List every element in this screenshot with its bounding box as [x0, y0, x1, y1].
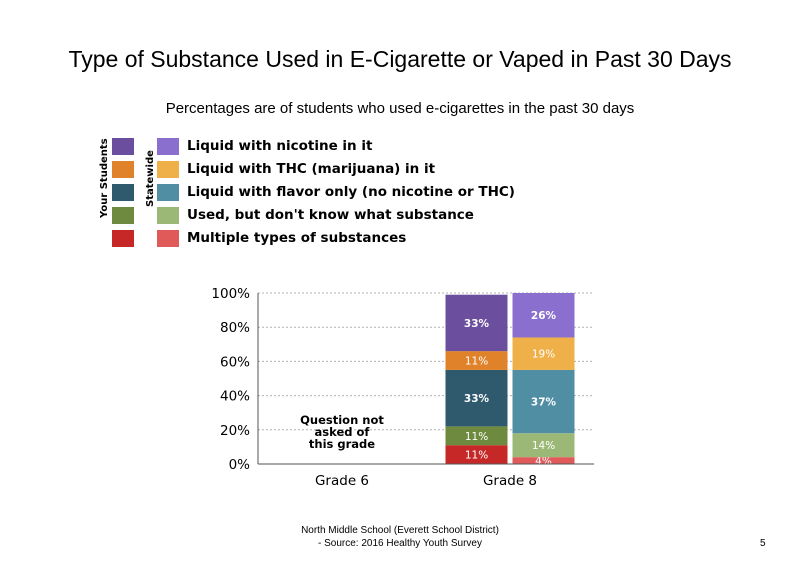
- page-number: 5: [760, 538, 766, 549]
- bar-data-label: 4%: [535, 456, 552, 468]
- bar-data-label: 11%: [465, 431, 488, 443]
- x-tick-label: Grade 8: [483, 473, 537, 489]
- legend-swatch-statewide: [157, 184, 179, 201]
- footer: North Middle School (Everett School Dist…: [200, 524, 600, 550]
- legend-item-label: Liquid with THC (marijuana) in it: [187, 161, 436, 177]
- no-data-note: Question not asked of this grade: [300, 413, 384, 451]
- bar-data-label: 19%: [532, 349, 555, 361]
- bar-data-label: 33%: [464, 393, 490, 405]
- legend-item-label: Multiple types of substances: [187, 230, 407, 246]
- legend-swatch-your-students: [112, 138, 134, 155]
- legend-swatch-statewide: [157, 230, 179, 247]
- y-tick-label: 0%: [229, 457, 251, 473]
- chart-title: Type of Substance Used in E-Cigarette or…: [68, 46, 732, 72]
- bar-segment: [445, 351, 508, 370]
- bar-segment: [445, 445, 508, 464]
- x-tick-label: Grade 6: [315, 473, 369, 489]
- footer-school: North Middle School (Everett School Dist…: [301, 525, 499, 536]
- bar-data-label: 14%: [532, 440, 555, 452]
- y-tick-label: 60%: [220, 354, 250, 370]
- bar-segment: [512, 433, 575, 458]
- bar-segment: [445, 426, 508, 446]
- bar-segment: [512, 369, 575, 434]
- legend-swatch-statewide: [157, 161, 179, 178]
- legend-swatch-your-students: [112, 230, 134, 247]
- y-tick-label: 20%: [220, 423, 250, 439]
- y-tick-label: 100%: [211, 286, 250, 302]
- bar-segment: [445, 294, 508, 352]
- bar-segment: [445, 369, 508, 427]
- legend-swatch-statewide: [157, 207, 179, 224]
- bar-data-label: 33%: [464, 318, 490, 330]
- bar-segment: [512, 337, 575, 370]
- bar-data-label: 11%: [465, 356, 488, 368]
- legend-swatch-your-students: [112, 207, 134, 224]
- y-tick-label: 40%: [220, 389, 250, 405]
- legend-item-label: Used, but don't know what substance: [187, 207, 474, 223]
- bar-segment: [512, 457, 575, 464]
- bar-data-label: 26%: [531, 310, 557, 322]
- bar-segment: [512, 293, 575, 338]
- chart-subtitle: Percentages are of students who used e-c…: [165, 100, 635, 117]
- footer-source: - Source: 2016 Healthy Youth Survey: [318, 538, 482, 549]
- legend-item-label: Liquid with flavor only (no nicotine or …: [187, 184, 515, 200]
- y-tick-label: 80%: [220, 320, 250, 336]
- legend-swatch-statewide: [157, 138, 179, 155]
- legend-item-label: Liquid with nicotine in it: [187, 138, 373, 154]
- legend-swatch-your-students: [112, 184, 134, 201]
- legend-swatch-your-students: [112, 161, 134, 178]
- bar-data-label: 11%: [465, 450, 488, 462]
- bar-data-label: 37%: [531, 397, 557, 409]
